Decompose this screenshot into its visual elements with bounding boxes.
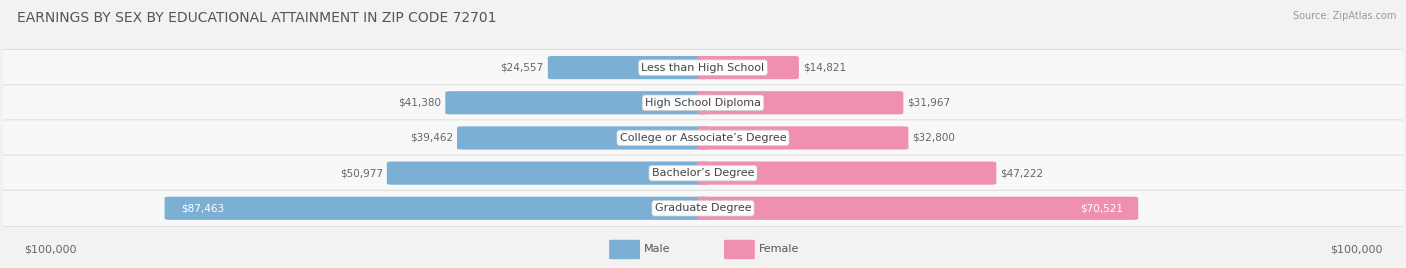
FancyBboxPatch shape [697, 197, 1139, 220]
Text: Graduate Degree: Graduate Degree [655, 203, 751, 213]
Text: $100,000: $100,000 [1330, 244, 1382, 255]
Text: $100,000: $100,000 [24, 244, 76, 255]
Text: $14,821: $14,821 [803, 63, 846, 73]
Text: College or Associate’s Degree: College or Associate’s Degree [620, 133, 786, 143]
Text: $39,462: $39,462 [409, 133, 453, 143]
Text: Female: Female [759, 244, 800, 255]
Text: $87,463: $87,463 [181, 203, 225, 213]
Text: Male: Male [644, 244, 671, 255]
FancyBboxPatch shape [697, 91, 903, 114]
Text: High School Diploma: High School Diploma [645, 98, 761, 108]
Text: $41,380: $41,380 [398, 98, 441, 108]
Text: Bachelor’s Degree: Bachelor’s Degree [652, 168, 754, 178]
FancyBboxPatch shape [165, 197, 709, 220]
Text: EARNINGS BY SEX BY EDUCATIONAL ATTAINMENT IN ZIP CODE 72701: EARNINGS BY SEX BY EDUCATIONAL ATTAINMEN… [17, 11, 496, 25]
Text: Source: ZipAtlas.com: Source: ZipAtlas.com [1294, 11, 1396, 21]
FancyBboxPatch shape [609, 240, 640, 259]
FancyBboxPatch shape [387, 162, 709, 185]
FancyBboxPatch shape [548, 56, 709, 79]
FancyBboxPatch shape [697, 162, 997, 185]
FancyBboxPatch shape [0, 155, 1406, 191]
FancyBboxPatch shape [697, 56, 799, 79]
FancyBboxPatch shape [724, 240, 755, 259]
FancyBboxPatch shape [457, 126, 709, 150]
FancyBboxPatch shape [0, 120, 1406, 156]
Text: $47,222: $47,222 [1001, 168, 1043, 178]
Text: $24,557: $24,557 [501, 63, 544, 73]
FancyBboxPatch shape [0, 85, 1406, 121]
Text: $70,521: $70,521 [1080, 203, 1123, 213]
FancyBboxPatch shape [0, 50, 1406, 86]
Text: $50,977: $50,977 [340, 168, 382, 178]
Text: $32,800: $32,800 [912, 133, 956, 143]
FancyBboxPatch shape [697, 126, 908, 150]
FancyBboxPatch shape [446, 91, 709, 114]
FancyBboxPatch shape [0, 190, 1406, 226]
Text: Less than High School: Less than High School [641, 63, 765, 73]
Text: $31,967: $31,967 [907, 98, 950, 108]
